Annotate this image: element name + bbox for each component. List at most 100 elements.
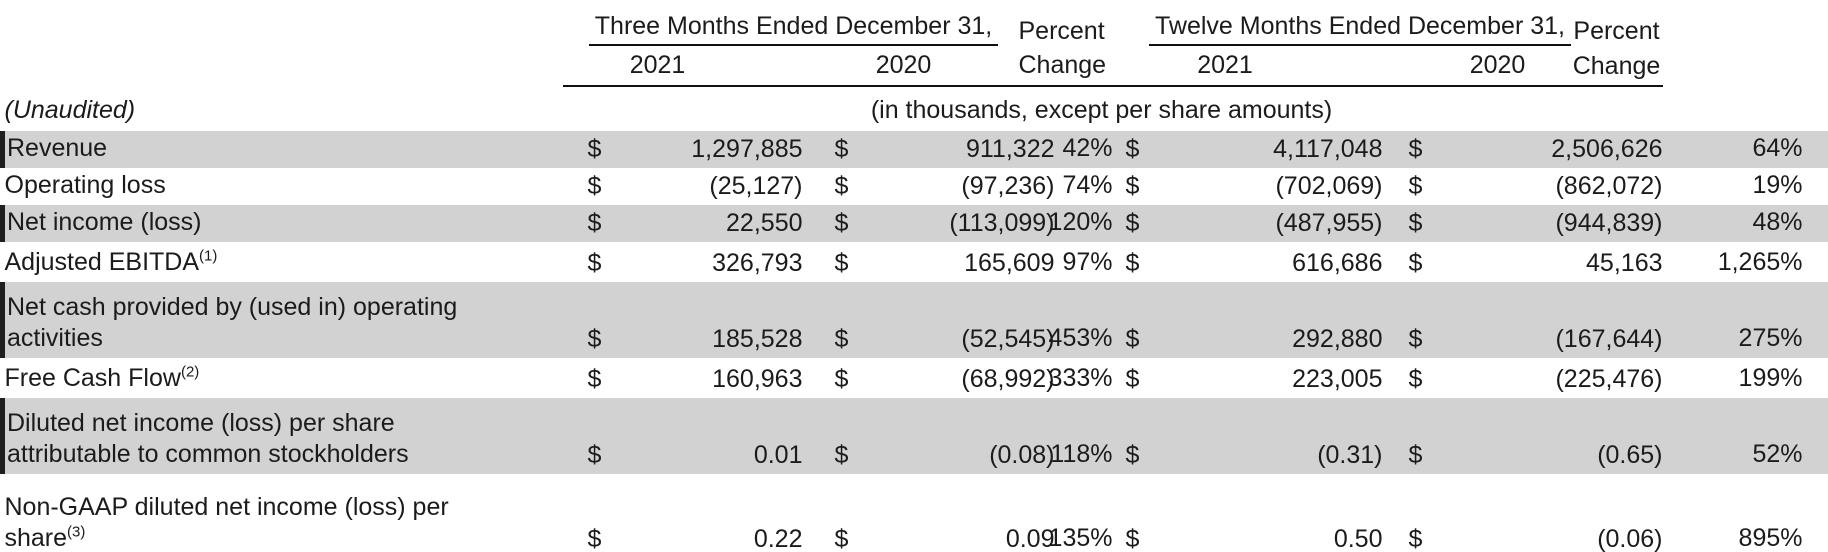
units-note: (in thousands, except per share amounts) (870, 96, 1333, 124)
currency-symbol: $ (834, 441, 849, 469)
percent-cell: 275% (1662, 282, 1828, 358)
row-label: Diluted net income (loss) per share attr… (0, 398, 563, 474)
money-cell: $1,297,885 (562, 131, 803, 168)
year-y2020: 2020 (1382, 46, 1663, 87)
three-months-header: Three Months Ended December 31, (563, 8, 1055, 46)
percent-cell: 199% (1738, 364, 1803, 392)
currency-symbol: $ (834, 325, 849, 353)
money-cell: $165,609 (803, 242, 1055, 282)
row-label: Revenue (0, 131, 563, 168)
row-label: Net cash provided by (used in) operating… (0, 282, 563, 358)
value: 185,528 (712, 325, 803, 353)
percent-cell: 19% (1752, 171, 1803, 199)
value: 22,550 (726, 209, 803, 237)
twelve-months-header: Twelve Months Ended December 31, (1118, 8, 1663, 46)
row-label: Non-GAAP diluted net income (loss) per s… (4, 493, 449, 552)
currency-symbol: $ (1125, 525, 1140, 552)
percent-cell: 453% (1049, 282, 1118, 358)
currency-symbol: $ (1408, 365, 1423, 393)
header-period-row: Three Months Ended December 31, Percent … (3, 8, 1828, 46)
year-y2021: 2021 (1117, 46, 1383, 87)
percent-cell: 895% (1738, 524, 1803, 552)
table-row: Net income (loss) $22,550 $ (113,099) 120… (0, 205, 1828, 242)
money-cell: $0.50 (1118, 474, 1383, 552)
value: 326,793 (712, 249, 803, 277)
currency-symbol: $ (1125, 172, 1140, 200)
value: 292,880 (1292, 325, 1383, 353)
money-cell: $ (52,545) (802, 282, 1055, 358)
table-row: Operating loss $ (25,127) $ (97,236) 74% $… (3, 168, 1828, 205)
money-cell: $ (862,072) (1383, 168, 1663, 205)
value: 616,686 (1292, 249, 1383, 277)
row-label: Operating loss (4, 171, 166, 199)
value: 0.09 (1005, 525, 1055, 552)
currency-symbol: $ (587, 135, 602, 163)
percent-cell: 64% (1662, 131, 1828, 168)
row-label: Adjusted EBITDA(1) (4, 247, 218, 276)
currency-symbol: $ (834, 525, 849, 552)
spacer-cell (3, 46, 563, 86)
value: 911,322 (965, 135, 1055, 163)
currency-symbol: $ (1125, 135, 1140, 163)
percent-cell: 74% (1062, 171, 1113, 199)
money-cell: $ (702,069) (1118, 168, 1383, 205)
money-cell: $ (0.06) (1383, 474, 1663, 552)
money-cell: $ (167,644) (1382, 282, 1663, 358)
money-cell: $0.22 (563, 474, 803, 552)
money-cell: $ (944,839) (1382, 205, 1663, 242)
money-cell: $ (97,236) (803, 168, 1055, 205)
percent-cell: 333% (1048, 364, 1113, 392)
change-header-year: Change (1572, 52, 1661, 80)
money-cell: $911,322 (802, 131, 1055, 168)
money-cell: $616,686 (1118, 242, 1383, 282)
currency-symbol: $ (1408, 209, 1423, 237)
value: 0.01 (753, 441, 803, 469)
money-cell: $292,880 (1117, 282, 1383, 358)
value: (0.65) (1597, 441, 1663, 469)
value: 160,963 (712, 365, 803, 393)
value: 165,609 (964, 249, 1055, 277)
percent-cell: 118% (1050, 398, 1118, 474)
twelve-months-title: Twelve Months Ended December 31, (1149, 12, 1571, 46)
currency-symbol: $ (587, 365, 602, 393)
currency-symbol: $ (1125, 325, 1140, 353)
year-q2021: 2021 (562, 46, 803, 87)
currency-symbol: $ (1125, 209, 1140, 237)
currency-symbol: $ (1408, 172, 1423, 200)
value: (97,236) (961, 172, 1055, 200)
money-cell: $0.09 (803, 474, 1055, 552)
money-cell: $ (25,127) (563, 168, 803, 205)
value: (0.06) (1597, 525, 1663, 552)
money-cell: $ (68,992) (803, 358, 1055, 398)
value: (487,955) (1275, 209, 1383, 237)
percent-cell: 42% (1054, 131, 1118, 168)
money-cell: $ (225,476) (1383, 358, 1663, 398)
money-cell: $0.01 (562, 398, 803, 474)
currency-symbol: $ (1408, 249, 1423, 277)
value: 45,163 (1586, 249, 1663, 277)
value: (702,069) (1275, 172, 1383, 200)
header-note-row: (Unaudited) (in thousands, except per sh… (3, 86, 1828, 131)
currency-symbol: $ (834, 209, 849, 237)
money-cell: $ (0.31) (1117, 398, 1383, 474)
currency-symbol: $ (834, 365, 849, 393)
value: (52,545) (961, 325, 1055, 353)
currency-symbol: $ (1408, 525, 1423, 552)
value: 223,005 (1292, 365, 1383, 393)
currency-symbol: $ (1125, 365, 1140, 393)
percent-cell: 1,265% (1717, 248, 1803, 276)
change-header-quarter: Change (1019, 46, 1118, 87)
value: 0.22 (753, 525, 803, 552)
table-row: Adjusted EBITDA(1) $326,793 $165,609 97%… (3, 242, 1828, 282)
money-cell: $2,506,626 (1382, 131, 1663, 168)
percent-cell: 97% (1062, 248, 1113, 276)
percent-header-quarter: Percent (1018, 17, 1105, 45)
value: 1,297,885 (691, 135, 803, 163)
money-cell: $22,550 (562, 205, 803, 242)
money-cell: $185,528 (562, 282, 803, 358)
currency-symbol: $ (834, 135, 849, 163)
value: 0.50 (1333, 525, 1383, 552)
table-row: Non-GAAP diluted net income (loss) per s… (3, 474, 1828, 552)
value: 2,506,626 (1551, 135, 1663, 163)
